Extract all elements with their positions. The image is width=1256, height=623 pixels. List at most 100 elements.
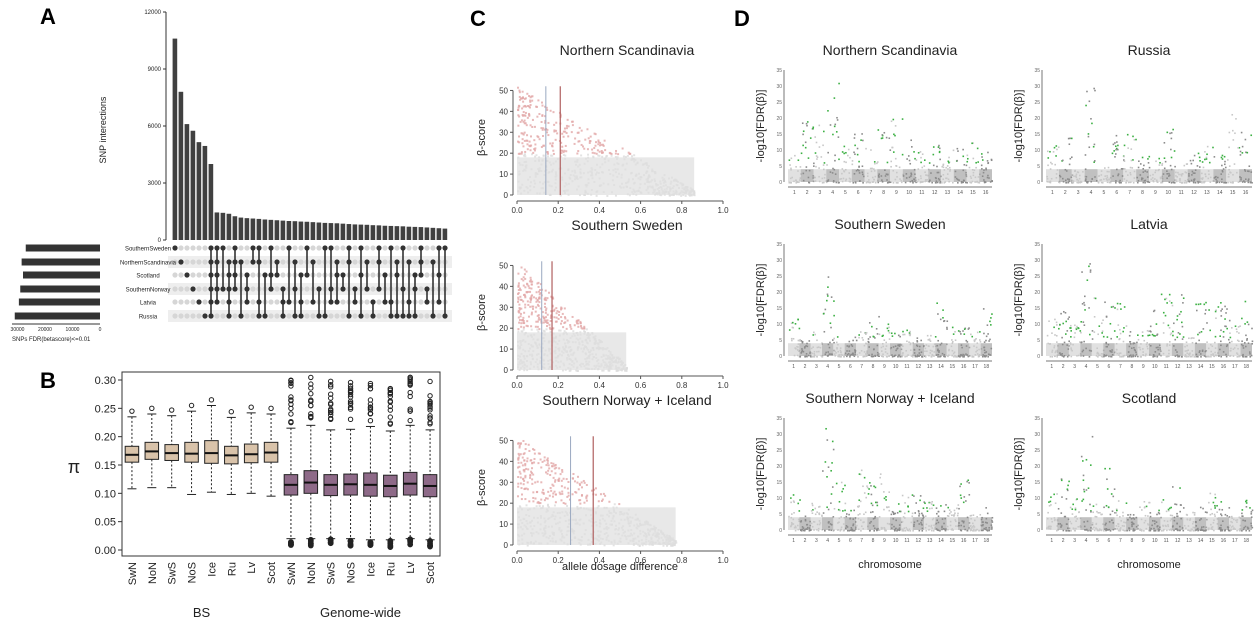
data-point	[1222, 168, 1225, 170]
data-point	[595, 493, 598, 496]
y-tick-label: 5	[779, 338, 782, 344]
data-point	[838, 82, 840, 85]
data-point	[1239, 154, 1242, 156]
bar	[172, 38, 178, 240]
data-point	[1215, 181, 1218, 184]
matrix-dot	[424, 313, 430, 319]
data-point	[867, 338, 870, 340]
data-point	[1232, 139, 1235, 141]
matrix-dot	[376, 299, 382, 305]
data-point	[566, 118, 569, 121]
data-point	[1204, 312, 1206, 315]
data-point	[1079, 330, 1082, 332]
outlier	[149, 405, 155, 412]
data-point	[956, 355, 958, 358]
data-point	[530, 459, 533, 462]
data-point	[579, 484, 582, 487]
chromosome-label: 2	[1062, 364, 1065, 370]
data-point	[805, 122, 808, 125]
data-point	[932, 146, 935, 148]
data-point	[904, 181, 907, 184]
outlier	[327, 409, 334, 416]
data-point	[554, 320, 557, 323]
data-point	[538, 112, 541, 115]
data-point	[546, 504, 549, 507]
data-point	[1130, 159, 1133, 162]
data-point	[1239, 150, 1242, 153]
data-point	[978, 181, 981, 184]
matrix-dot	[184, 299, 190, 305]
data-point	[524, 111, 527, 114]
point-density	[953, 169, 967, 182]
data-point	[520, 487, 523, 490]
data-point	[1152, 355, 1154, 358]
data-point	[1070, 336, 1072, 338]
point-density	[1058, 169, 1072, 182]
data-point	[545, 307, 548, 310]
data-point	[529, 276, 532, 279]
data-point	[537, 330, 540, 333]
matrix-dot	[274, 299, 280, 305]
y-tick-label: 25	[1034, 274, 1040, 280]
set-size-bar	[25, 244, 100, 252]
data-point	[957, 150, 959, 152]
data-point	[952, 340, 954, 343]
data-point	[1122, 340, 1125, 343]
x-tick-label: 0.0	[511, 556, 523, 565]
data-point	[550, 154, 553, 157]
data-point	[1131, 167, 1134, 169]
data-point	[593, 132, 596, 135]
data-point	[883, 339, 886, 341]
data-point	[952, 181, 954, 184]
data-point	[604, 149, 607, 152]
data-point	[1049, 181, 1052, 184]
data-point	[551, 305, 554, 308]
data-point	[546, 313, 549, 316]
data-point	[1177, 332, 1180, 334]
data-point	[984, 181, 987, 183]
data-point	[990, 159, 993, 162]
data-point	[1237, 147, 1239, 149]
category-label: Scot	[425, 562, 437, 584]
data-point	[606, 194, 609, 197]
data-point	[1074, 324, 1076, 327]
data-point	[580, 481, 583, 484]
data-point	[963, 355, 965, 358]
data-point	[522, 145, 525, 148]
data-point	[555, 129, 558, 132]
set-size-bar	[23, 271, 100, 279]
data-point	[795, 166, 797, 168]
data-point	[1067, 137, 1070, 140]
data-point	[824, 308, 827, 311]
chromosome-label: 12	[1191, 190, 1197, 196]
data-point	[523, 459, 526, 462]
data-point	[1147, 162, 1150, 164]
data-point	[532, 473, 535, 476]
data-point	[521, 493, 524, 496]
data-point	[894, 332, 896, 335]
data-point	[806, 121, 809, 123]
data-point	[1170, 148, 1172, 151]
data-point	[1167, 324, 1170, 327]
bar	[184, 124, 190, 240]
data-point	[1204, 158, 1206, 161]
y-axis-label: -log10[FDR(β)]	[755, 264, 767, 337]
data-point	[801, 122, 804, 125]
data-point	[841, 168, 844, 170]
data-point	[869, 336, 871, 338]
data-point	[517, 108, 520, 111]
data-point	[563, 127, 566, 130]
data-point	[1192, 337, 1195, 339]
data-point	[908, 332, 911, 334]
data-point	[957, 355, 959, 358]
data-point	[1238, 355, 1240, 358]
data-point	[1161, 164, 1163, 167]
matrix-dot	[184, 272, 190, 278]
data-point	[552, 111, 555, 114]
data-point	[539, 292, 542, 295]
data-point	[527, 468, 530, 471]
data-point	[1184, 355, 1186, 358]
data-point	[523, 139, 526, 142]
data-point	[1119, 355, 1121, 358]
data-point	[579, 320, 582, 323]
